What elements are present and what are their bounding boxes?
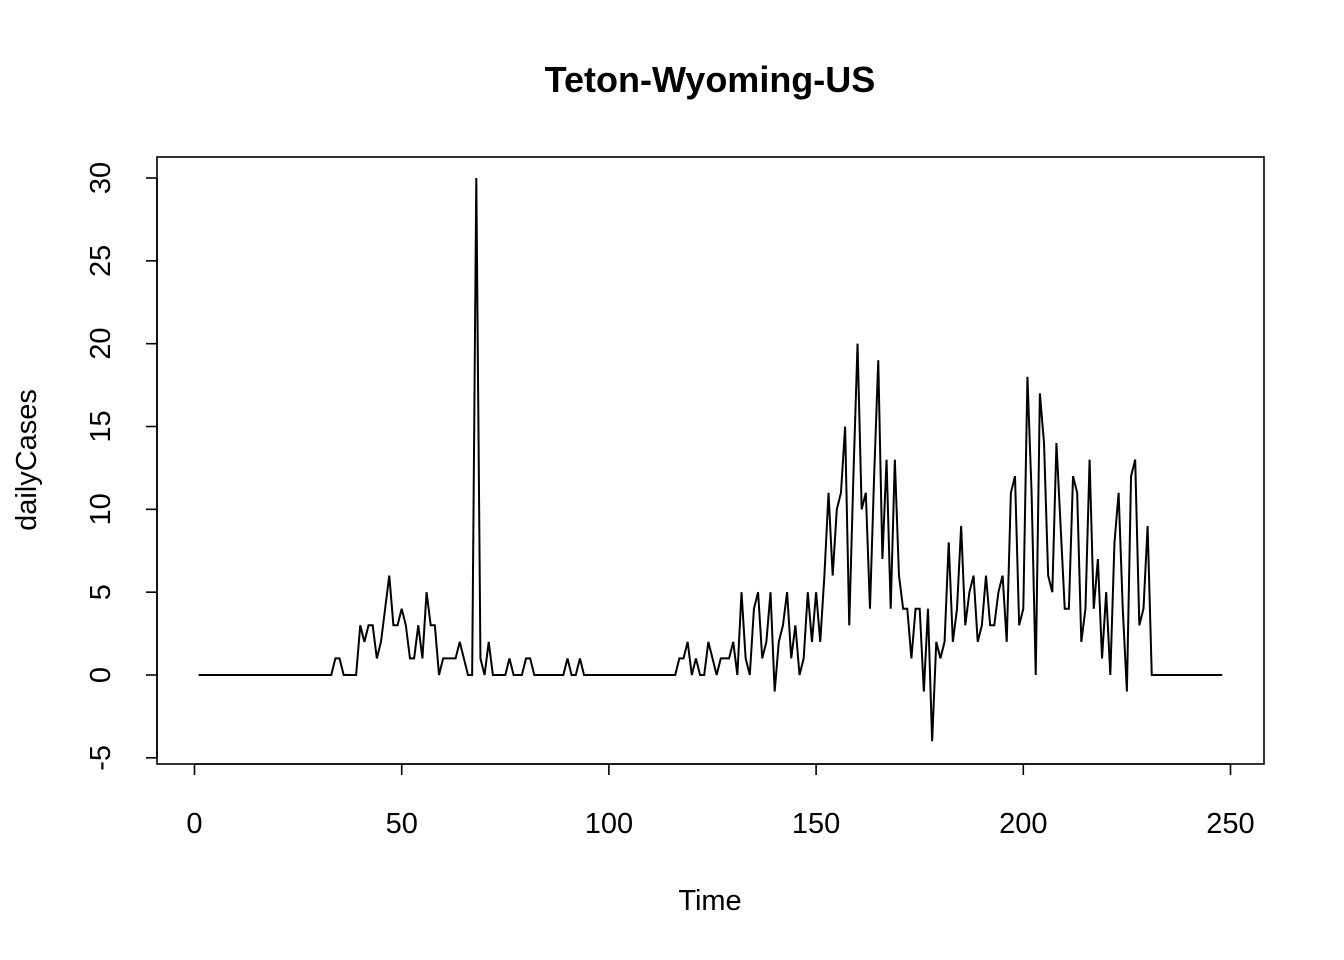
y-tick-label: 10	[85, 493, 117, 525]
chart-title: Teton-Wyoming-US	[545, 59, 876, 100]
plot-frame	[156, 156, 1265, 765]
y-tick-label: 25	[85, 245, 117, 277]
y-tick-label: 30	[85, 162, 117, 194]
x-tick-label: 100	[585, 808, 633, 840]
x-tick-label: 200	[999, 808, 1047, 840]
y-tick-label: 15	[85, 410, 117, 442]
daily-cases-line	[198, 177, 1223, 742]
x-axis-label: Time	[678, 885, 741, 917]
y-axis-label: dailyCases	[11, 389, 43, 531]
x-axis: 0 50 100 150 200 250	[186, 763, 1255, 840]
x-tick-label: 0	[186, 808, 202, 840]
x-tick-label: 150	[792, 808, 840, 840]
y-tick-label: 20	[85, 328, 117, 360]
x-tick-label: 50	[386, 808, 418, 840]
y-tick-label: -5	[85, 745, 117, 771]
x-tick-label: 250	[1206, 808, 1254, 840]
y-axis: -5 0 5 10 15 20 25 30	[85, 162, 158, 771]
y-tick-label: 5	[85, 584, 117, 600]
y-tick-label: 0	[85, 667, 117, 683]
